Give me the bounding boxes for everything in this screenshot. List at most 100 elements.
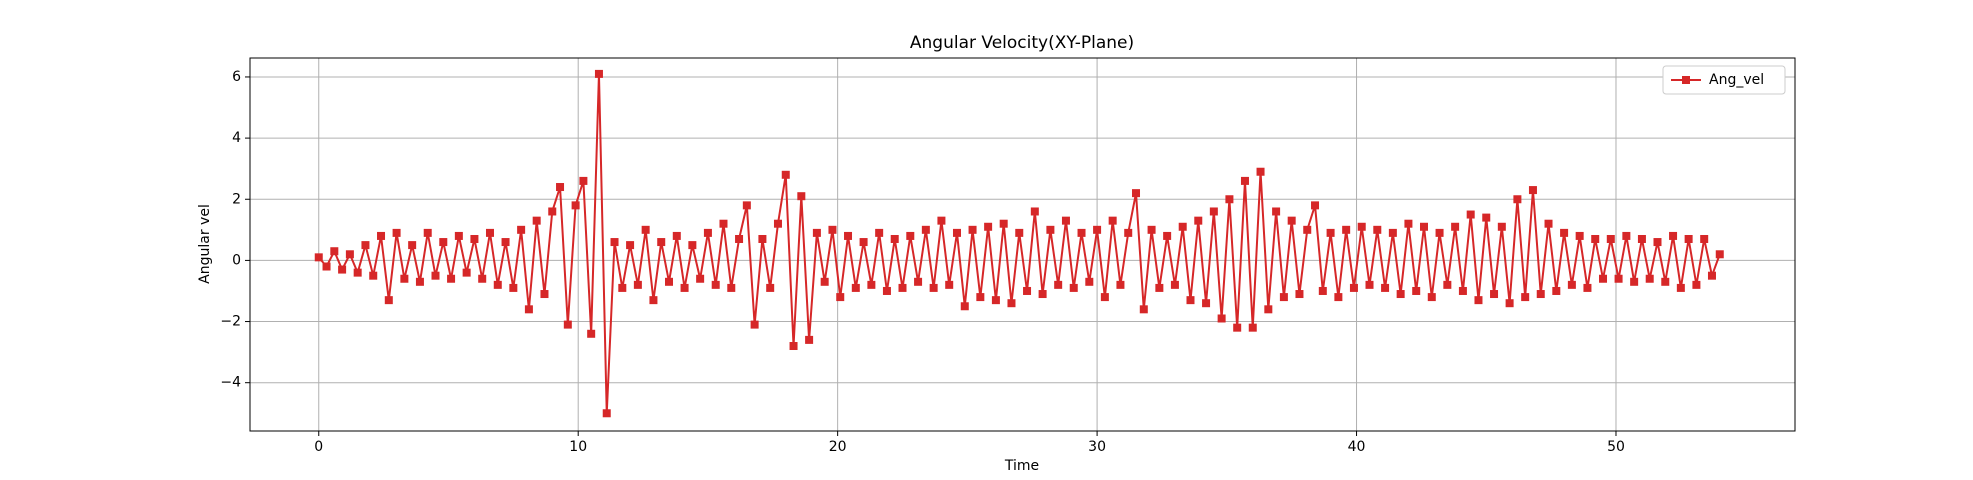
data-point (1637, 234, 1646, 243)
data-point (976, 293, 985, 302)
data-point (1209, 207, 1218, 216)
data-point (665, 277, 674, 286)
data-point (439, 238, 448, 247)
data-point (1528, 186, 1537, 195)
data-point (672, 231, 681, 240)
data-point (797, 192, 806, 201)
data-point (1388, 228, 1397, 237)
data-point (1513, 195, 1522, 204)
data-point (1342, 225, 1351, 234)
data-point (369, 271, 378, 280)
data-point (937, 216, 946, 225)
data-point (1186, 296, 1195, 305)
y-tick-label: 4 (232, 130, 241, 146)
data-point (1015, 228, 1024, 237)
data-point (1435, 228, 1444, 237)
data-point (1326, 228, 1335, 237)
data-point (1248, 323, 1257, 332)
data-point (1155, 283, 1164, 292)
data-point (1412, 286, 1421, 295)
data-point (509, 283, 518, 292)
data-point (688, 241, 697, 250)
y-tick-label: 6 (232, 69, 241, 85)
data-point (1357, 222, 1366, 231)
data-point (1038, 290, 1047, 299)
plot-frame (249, 57, 1796, 432)
data-point (1023, 286, 1032, 295)
data-point (1116, 280, 1125, 289)
data-point (454, 231, 463, 240)
legend-box (1662, 65, 1786, 95)
data-point (548, 207, 557, 216)
data-point (1318, 286, 1327, 295)
y-tick-label: −2 (220, 314, 241, 330)
data-point (1490, 290, 1499, 299)
data-point (1560, 228, 1569, 237)
data-point (789, 342, 798, 351)
data-point (836, 293, 845, 302)
data-point (1295, 290, 1304, 299)
data-point (594, 69, 603, 78)
data-point (1233, 323, 1242, 332)
data-point (875, 228, 884, 237)
x-tick-label: 0 (314, 439, 323, 455)
legend-marker (1682, 76, 1690, 84)
data-point (1676, 283, 1685, 292)
data-point (1170, 280, 1179, 289)
data-point (1069, 283, 1078, 292)
data-point (1077, 228, 1086, 237)
data-point (423, 228, 432, 237)
data-point (960, 302, 969, 311)
data-point (1272, 207, 1281, 216)
data-point (1622, 231, 1631, 240)
data-point (1108, 216, 1117, 225)
data-point (1536, 290, 1545, 299)
data-point (1007, 299, 1016, 308)
data-point (719, 219, 728, 228)
data-point (322, 262, 331, 271)
data-point (1552, 286, 1561, 295)
x-tick-label: 50 (1607, 439, 1625, 455)
data-line (317, 73, 1721, 414)
data-point (1240, 176, 1249, 185)
data-point (1443, 280, 1452, 289)
data-point (1349, 283, 1358, 292)
data-point (1661, 277, 1670, 286)
data-point (1093, 225, 1102, 234)
chart-title: Angular Velocity(XY-Plane) (910, 33, 1134, 53)
data-point (1427, 293, 1436, 302)
data-point (812, 228, 821, 237)
data-point (384, 296, 393, 305)
data-point (1264, 305, 1273, 314)
data-point (1061, 216, 1070, 225)
data-point (742, 201, 751, 210)
data-point (1715, 250, 1724, 259)
data-point (1497, 222, 1506, 231)
data-point (563, 320, 572, 329)
data-point (1100, 293, 1109, 302)
data-point (517, 225, 526, 234)
data-point (377, 231, 386, 240)
y-tick-label: −4 (220, 375, 241, 391)
data-point (1225, 195, 1234, 204)
data-point (859, 238, 868, 247)
data-point (805, 335, 814, 344)
data-point (400, 274, 409, 283)
data-point (758, 234, 767, 243)
data-point (766, 283, 775, 292)
data-point (1505, 299, 1514, 308)
data-point (1030, 207, 1039, 216)
data-point (898, 283, 907, 292)
data-point (1178, 222, 1187, 231)
data-point (968, 225, 977, 234)
data-point (696, 274, 705, 283)
data-point (1085, 277, 1094, 286)
data-point (1451, 222, 1460, 231)
data-point (984, 222, 993, 231)
data-point (618, 283, 627, 292)
data-point (571, 201, 580, 210)
data-point (1575, 231, 1584, 240)
data-point (1669, 231, 1678, 240)
data-point (1458, 286, 1467, 295)
